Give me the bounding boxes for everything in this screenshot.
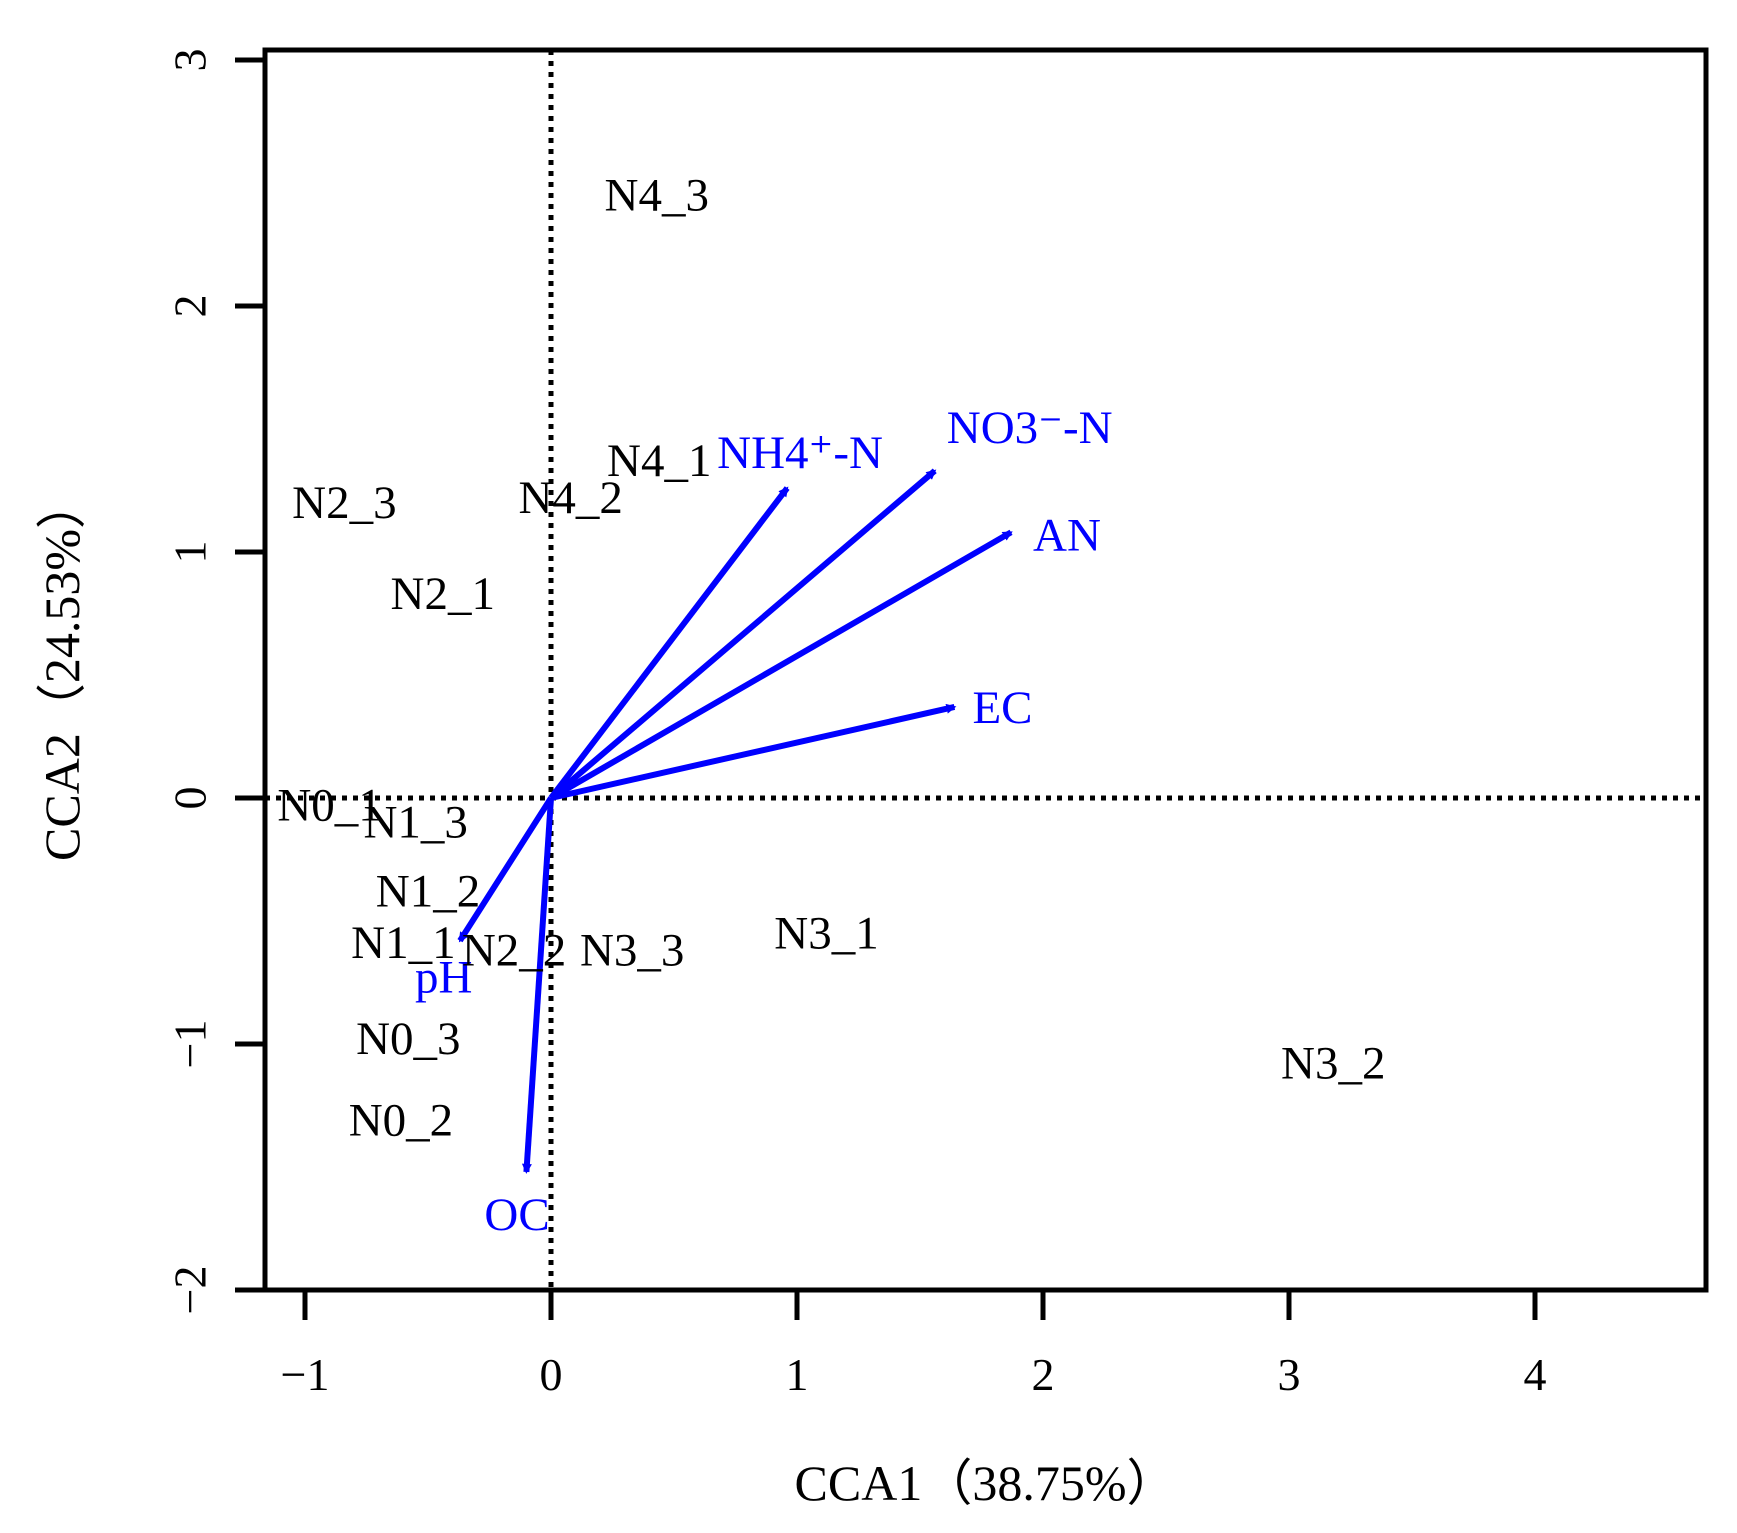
site-label: N2_2 (462, 925, 566, 977)
x-axis-title: CCA1（38.75%） (795, 1455, 1177, 1511)
reference-lines (265, 50, 1706, 1290)
env-vector-label: AN (1033, 509, 1101, 561)
site-label: N0_2 (349, 1094, 453, 1146)
site-label: N2_1 (391, 568, 495, 620)
x-tick-label: 4 (1524, 1349, 1547, 1400)
y-tick-label: −2 (165, 1266, 216, 1315)
site-label: N4_1 (607, 435, 711, 487)
x-tick-label: 0 (540, 1349, 563, 1400)
site-label: N1_3 (363, 797, 467, 849)
y-tick-label: 2 (165, 295, 216, 318)
site-label: N0_3 (356, 1013, 460, 1065)
env-vector-label: NH4⁺-N (717, 427, 883, 479)
x-tick-label: 3 (1278, 1349, 1301, 1400)
site-label: N3_2 (1281, 1038, 1385, 1090)
y-tick-label: −1 (165, 1020, 216, 1069)
env-vector-arrow (549, 529, 1013, 801)
y-tick-label: 0 (165, 787, 216, 810)
site-label: N4_2 (518, 472, 622, 524)
site-label: N3_1 (774, 907, 878, 959)
env-vector-arrow (548, 486, 790, 800)
site-label: N1_2 (376, 865, 480, 917)
y-tick-label: 3 (165, 49, 216, 72)
env-vector-arrow (550, 703, 957, 801)
site-label: N0_1 (277, 779, 381, 831)
env-vectors: NH4⁺-N NO3⁻-N AN EC pH OC (415, 402, 1113, 1241)
env-vector-label: NO3⁻-N (947, 402, 1113, 454)
axes: −1 0 1 2 3 4 −2 −1 0 1 2 3 (165, 47, 1709, 1400)
site-labels: N4_3 N4_1N4_2 N2_3 N2_1 N0_1N1_3 N1_2N1_1 N2_2… (277, 169, 1385, 1146)
site-label: N3_3 (580, 925, 684, 977)
site-label: N4_3 (605, 169, 709, 221)
y-axis-title: CCA2（24.53%） (34, 479, 90, 861)
env-vector-arrow (549, 468, 937, 801)
env-vector-label: pH (415, 952, 472, 1004)
x-tick-label: 1 (786, 1349, 809, 1400)
y-tick-label: 1 (165, 541, 216, 564)
site-label: N1_1 (351, 917, 455, 969)
plot-frame (262, 47, 1709, 1293)
x-tick-label: −1 (281, 1349, 330, 1400)
env-vector-label: OC (484, 1189, 549, 1241)
env-vector-arrow (457, 796, 554, 943)
env-vector-arrow (521, 797, 554, 1174)
x-tick-label: 2 (1032, 1349, 1055, 1400)
env-vector-label: EC (972, 682, 1032, 734)
site-label: N2_3 (292, 477, 396, 529)
